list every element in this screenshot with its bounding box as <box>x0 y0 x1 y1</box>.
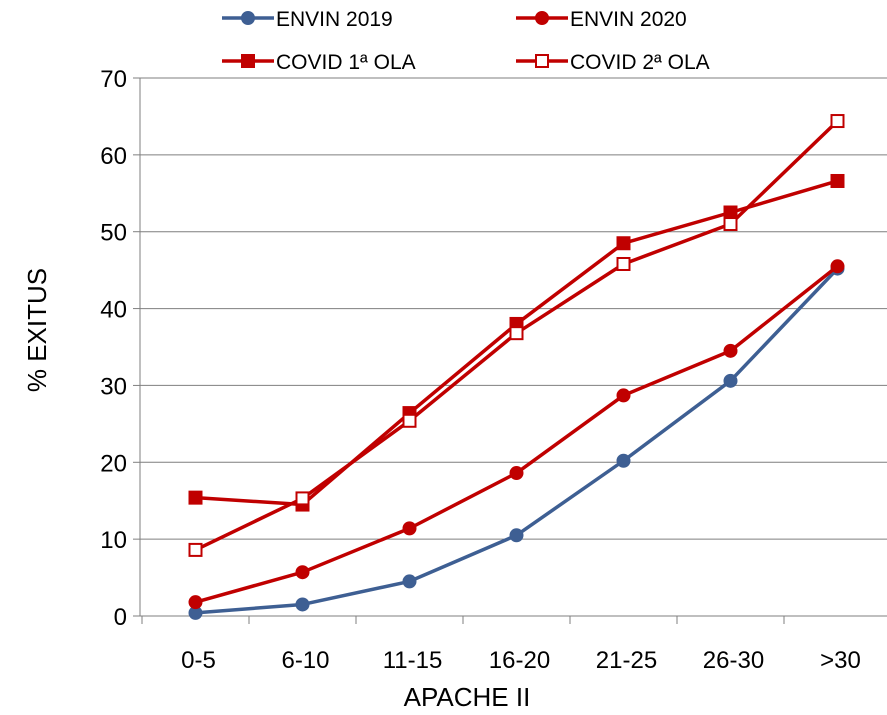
series-line-2 <box>195 264 839 604</box>
series-4-point-1 <box>188 542 203 557</box>
legend-label-4: COVID 2ª OLA <box>570 51 710 74</box>
series-2-point-6 <box>723 343 738 358</box>
legend-marker-2 <box>535 11 549 25</box>
x-tick-label-5: 21-25 <box>596 647 657 674</box>
y-tick-labels: 0 10 20 30 40 50 60 70 <box>100 66 127 631</box>
series-4-point-6 <box>723 217 738 232</box>
series-3 <box>188 173 845 512</box>
series-4-point-3 <box>402 413 417 428</box>
series-4-point-7 <box>830 114 845 129</box>
legend-marker-4 <box>535 54 549 68</box>
legend-item-4: COVID 2ª OLA <box>516 51 710 74</box>
series-4-point-4 <box>509 326 524 341</box>
x-tick-label-6: 26-30 <box>703 647 764 674</box>
y-tick-label-60: 60 <box>100 143 127 170</box>
x-tick-label-1: 0-5 <box>181 647 216 674</box>
legend-label-1: ENVIN 2019 <box>276 8 393 31</box>
x-tick-labels: 0-5 6-10 11-15 16-20 21-25 26-30 >30 <box>181 647 861 674</box>
series-4 <box>188 114 845 557</box>
legend: ENVIN 2019 ENVIN 2020 COVID 1ª OLA COVID 2ª… <box>222 8 710 74</box>
legend-item-1: ENVIN 2019 <box>222 8 393 31</box>
legend-marker-1 <box>241 11 255 25</box>
series-3-point-5 <box>616 236 631 251</box>
x-tick-label-2: 6-10 <box>281 647 329 674</box>
series-2-point-2 <box>295 565 310 580</box>
series-1-point-6 <box>723 373 738 388</box>
series-2-point-1 <box>188 595 203 610</box>
series-4-point-5 <box>616 256 631 271</box>
series-1-point-5 <box>616 453 631 468</box>
series-1-point-3 <box>402 574 417 589</box>
y-tick-label-30: 30 <box>100 373 127 400</box>
series-2-point-4 <box>509 466 524 481</box>
legend-item-2: ENVIN 2020 <box>516 8 687 31</box>
legend-marker-3 <box>241 54 255 68</box>
x-tick-label-4: 16-20 <box>489 647 550 674</box>
y-tick-label-40: 40 <box>100 297 127 324</box>
series-3-point-1 <box>188 490 203 505</box>
gridlines <box>140 77 887 540</box>
x-tick-label-7: >30 <box>820 647 861 674</box>
legend-label-2: ENVIN 2020 <box>570 8 687 31</box>
y-tick-label-70: 70 <box>100 66 127 93</box>
y-tick-label-0: 0 <box>114 604 127 631</box>
series-2-point-5 <box>616 388 631 403</box>
series-group <box>188 114 845 620</box>
series-1-point-4 <box>509 528 524 543</box>
series-2-point-7 <box>830 259 845 274</box>
series-3-point-7 <box>830 173 845 188</box>
y-tick-label-10: 10 <box>100 527 127 554</box>
x-axis-title: APACHE II <box>404 682 531 712</box>
series-4-point-2 <box>295 491 310 506</box>
y-tick-label-20: 20 <box>100 450 127 477</box>
x-tick-label-3: 11-15 <box>383 647 443 674</box>
legend-label-3: COVID 1ª OLA <box>276 51 416 74</box>
series-1 <box>188 261 845 620</box>
series-2-point-3 <box>402 521 417 536</box>
legend-item-3: COVID 1ª OLA <box>222 51 416 74</box>
y-tick-label-50: 50 <box>100 220 127 247</box>
series-1-point-2 <box>295 597 310 612</box>
y-axis-title: % EXITUS <box>22 268 52 392</box>
axes <box>133 77 887 624</box>
series-2 <box>188 259 845 610</box>
